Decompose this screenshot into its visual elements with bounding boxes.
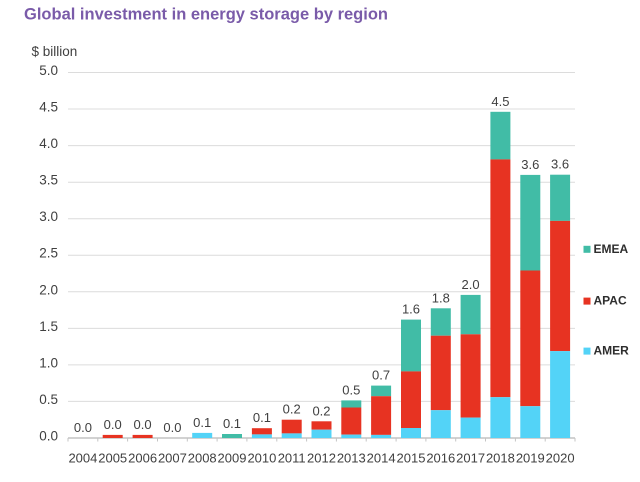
svg-text:2019: 2019 [516, 451, 545, 466]
svg-text:1.8: 1.8 [432, 290, 450, 305]
svg-text:2009: 2009 [218, 451, 247, 466]
svg-text:2.5: 2.5 [39, 246, 58, 261]
svg-text:2010: 2010 [247, 451, 276, 466]
svg-text:4.5: 4.5 [39, 100, 58, 115]
svg-text:2014: 2014 [367, 451, 396, 466]
svg-text:2012: 2012 [307, 451, 336, 466]
svg-text:EMEA: EMEA [594, 242, 629, 256]
svg-text:2011: 2011 [278, 451, 306, 466]
svg-text:$ billion: $ billion [32, 44, 78, 59]
svg-text:2005: 2005 [98, 451, 127, 466]
svg-text:APAC: APAC [594, 294, 627, 308]
svg-text:0.5: 0.5 [39, 392, 58, 407]
svg-text:2020: 2020 [546, 451, 575, 466]
svg-text:2006: 2006 [128, 451, 157, 466]
svg-text:AMER: AMER [594, 344, 630, 358]
svg-text:1.5: 1.5 [39, 319, 58, 334]
svg-text:0.0: 0.0 [74, 420, 92, 435]
svg-text:0.0: 0.0 [134, 417, 152, 432]
svg-text:0.1: 0.1 [223, 416, 241, 431]
svg-text:4.5: 4.5 [491, 94, 509, 109]
svg-text:3.5: 3.5 [39, 173, 58, 188]
svg-text:1.6: 1.6 [402, 302, 420, 317]
svg-text:2007: 2007 [158, 451, 187, 466]
svg-text:2004: 2004 [68, 451, 97, 466]
svg-text:0.0: 0.0 [163, 420, 181, 435]
svg-text:0.5: 0.5 [342, 382, 360, 397]
svg-text:3.6: 3.6 [551, 157, 569, 172]
svg-text:0.0: 0.0 [104, 417, 122, 432]
svg-text:2.0: 2.0 [39, 282, 58, 297]
svg-text:3.6: 3.6 [521, 157, 539, 172]
svg-text:2017: 2017 [456, 451, 485, 466]
svg-text:2016: 2016 [426, 451, 455, 466]
svg-text:Global investment in energy st: Global investment in energy storage by r… [24, 6, 388, 24]
svg-text:1.0: 1.0 [39, 355, 58, 370]
svg-text:0.2: 0.2 [312, 403, 330, 418]
svg-text:0.7: 0.7 [372, 368, 390, 383]
svg-text:2018: 2018 [486, 451, 515, 466]
svg-text:5.0: 5.0 [39, 63, 58, 78]
svg-text:0.0: 0.0 [39, 429, 58, 444]
svg-text:0.1: 0.1 [253, 410, 271, 425]
svg-text:4.0: 4.0 [39, 136, 58, 151]
svg-text:2015: 2015 [397, 451, 426, 466]
svg-text:0.1: 0.1 [193, 415, 211, 430]
svg-text:2008: 2008 [188, 451, 217, 466]
svg-text:2013: 2013 [337, 451, 366, 466]
svg-text:0.2: 0.2 [283, 402, 301, 417]
svg-text:3.0: 3.0 [39, 209, 58, 224]
svg-text:2.0: 2.0 [462, 277, 480, 292]
